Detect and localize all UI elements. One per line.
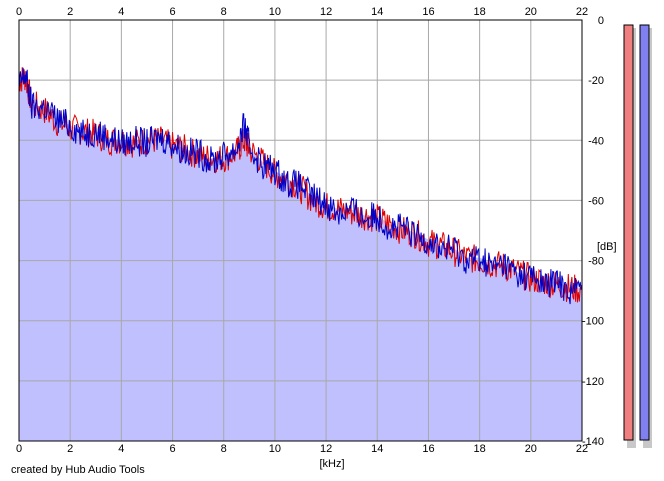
x-tick-label-top: 20 [525, 6, 537, 18]
y-tick-label: 0 [598, 15, 604, 27]
credit-text: created by Hub Audio Tools [11, 464, 145, 476]
y-tick-label: -100 [582, 316, 604, 328]
level-meters [623, 24, 652, 448]
y-tick-label: -80 [588, 256, 604, 268]
x-tick-label-top: 16 [422, 6, 434, 18]
spectrum-area [19, 74, 582, 441]
x-ticks-bottom: 0 2 4 6 8 10 12 14 16 18 20 22 [16, 443, 588, 455]
x-tick-label-bottom: 12 [320, 443, 332, 455]
x-tick-label-bottom: 14 [371, 443, 383, 455]
x-tick-label-bottom: 0 [16, 443, 22, 455]
y-tick-label: -140 [582, 436, 604, 448]
spectrum-fill [19, 74, 582, 441]
series-line-right [18, 67, 583, 305]
x-tick-label-bottom: 20 [525, 443, 537, 455]
x-tick-label-bottom: 4 [118, 443, 124, 455]
x-tick-label-bottom: 2 [67, 443, 73, 455]
x-tick-label-bottom: 16 [422, 443, 434, 455]
x-ticks-top: 0 2 4 6 8 10 12 14 16 18 20 22 [16, 6, 588, 18]
y-tick-label: -120 [582, 376, 604, 388]
plot-frame [18, 19, 583, 442]
spectrum-lines [18, 67, 583, 305]
x-tick-label-bottom: 22 [576, 443, 588, 455]
x-tick-label-top: 10 [269, 6, 281, 18]
meter-left [623, 24, 634, 441]
x-tick-label-top: 6 [169, 6, 175, 18]
y-axis-label: [dB] [597, 241, 617, 253]
x-tick-label-top: 0 [16, 6, 22, 18]
x-axis-label: [kHz] [319, 458, 344, 470]
x-tick-label-top: 12 [320, 6, 332, 18]
x-tick-label-top: 22 [576, 6, 588, 18]
x-tick-label-top: 4 [118, 6, 124, 18]
y-tick-label: -60 [588, 195, 604, 207]
x-tick-label-bottom: 18 [474, 443, 486, 455]
x-tick-label-bottom: 10 [269, 443, 281, 455]
x-tick-label-top: 8 [221, 6, 227, 18]
y-ticks: 0 -20 -40 -60 -80 -100 -120 -140 [582, 15, 604, 448]
y-tick-label: -40 [588, 135, 604, 147]
x-tick-label-bottom: 8 [221, 443, 227, 455]
x-tick-label-top: 2 [67, 6, 73, 18]
x-tick-label-bottom: 6 [169, 443, 175, 455]
x-tick-label-top: 14 [371, 6, 383, 18]
meter-right [639, 24, 650, 441]
y-tick-label: -20 [588, 75, 604, 87]
x-tick-label-top: 18 [474, 6, 486, 18]
